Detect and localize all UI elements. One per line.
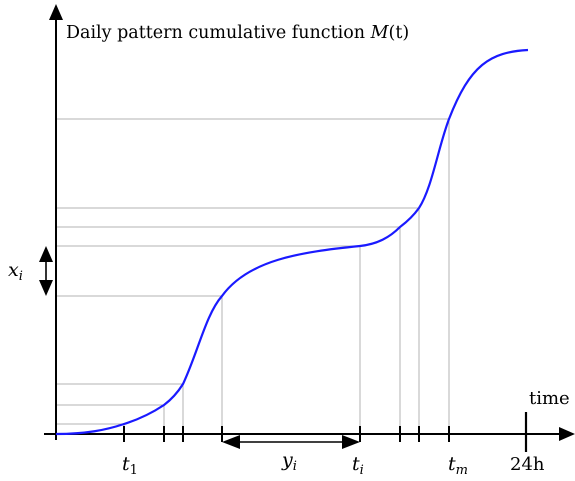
title-math-symbol: M — [370, 23, 390, 43]
label-tm-base: t — [448, 453, 456, 475]
cumulative-curve — [55, 48, 529, 436]
label-xi-sub: i — [19, 269, 23, 284]
label-ti: ti — [352, 453, 364, 478]
yi-arrowhead-left — [222, 435, 240, 449]
xi-arrowhead-top — [39, 246, 53, 262]
xi-interval-arrow — [39, 246, 53, 296]
horizontal-guides — [56, 118, 449, 425]
title-text: Daily pattern cumulative function — [66, 23, 371, 43]
label-t1: t1 — [122, 453, 138, 478]
axes — [44, 4, 575, 441]
y-axis-arrowhead — [49, 4, 63, 20]
x-axis-arrowhead — [559, 427, 575, 441]
title-math-args: (t) — [389, 23, 410, 43]
label-t1-base: t — [122, 453, 130, 475]
label-yi-base: y — [281, 449, 293, 471]
label-24h: 24h — [510, 454, 545, 475]
label-ti-sub: i — [360, 463, 364, 478]
label-tm: tm — [448, 453, 468, 478]
time-ticks — [123, 412, 528, 452]
yi-arrowhead-right — [342, 435, 360, 449]
vertical-guides — [123, 119, 450, 434]
yi-interval-arrow — [222, 435, 360, 449]
label-tm-sub: m — [456, 463, 468, 478]
label-yi-sub: i — [293, 459, 297, 474]
label-yi: yi — [281, 449, 297, 474]
label-t1-sub: 1 — [130, 463, 138, 478]
label-xi-base: x — [8, 259, 19, 281]
label-ti-base: t — [352, 453, 360, 475]
xi-arrowhead-bottom — [39, 280, 53, 296]
diagram-title: Daily pattern cumulative function M(t) — [66, 23, 409, 43]
label-xi: xi — [8, 259, 23, 284]
x-axis-label: time — [529, 388, 570, 409]
